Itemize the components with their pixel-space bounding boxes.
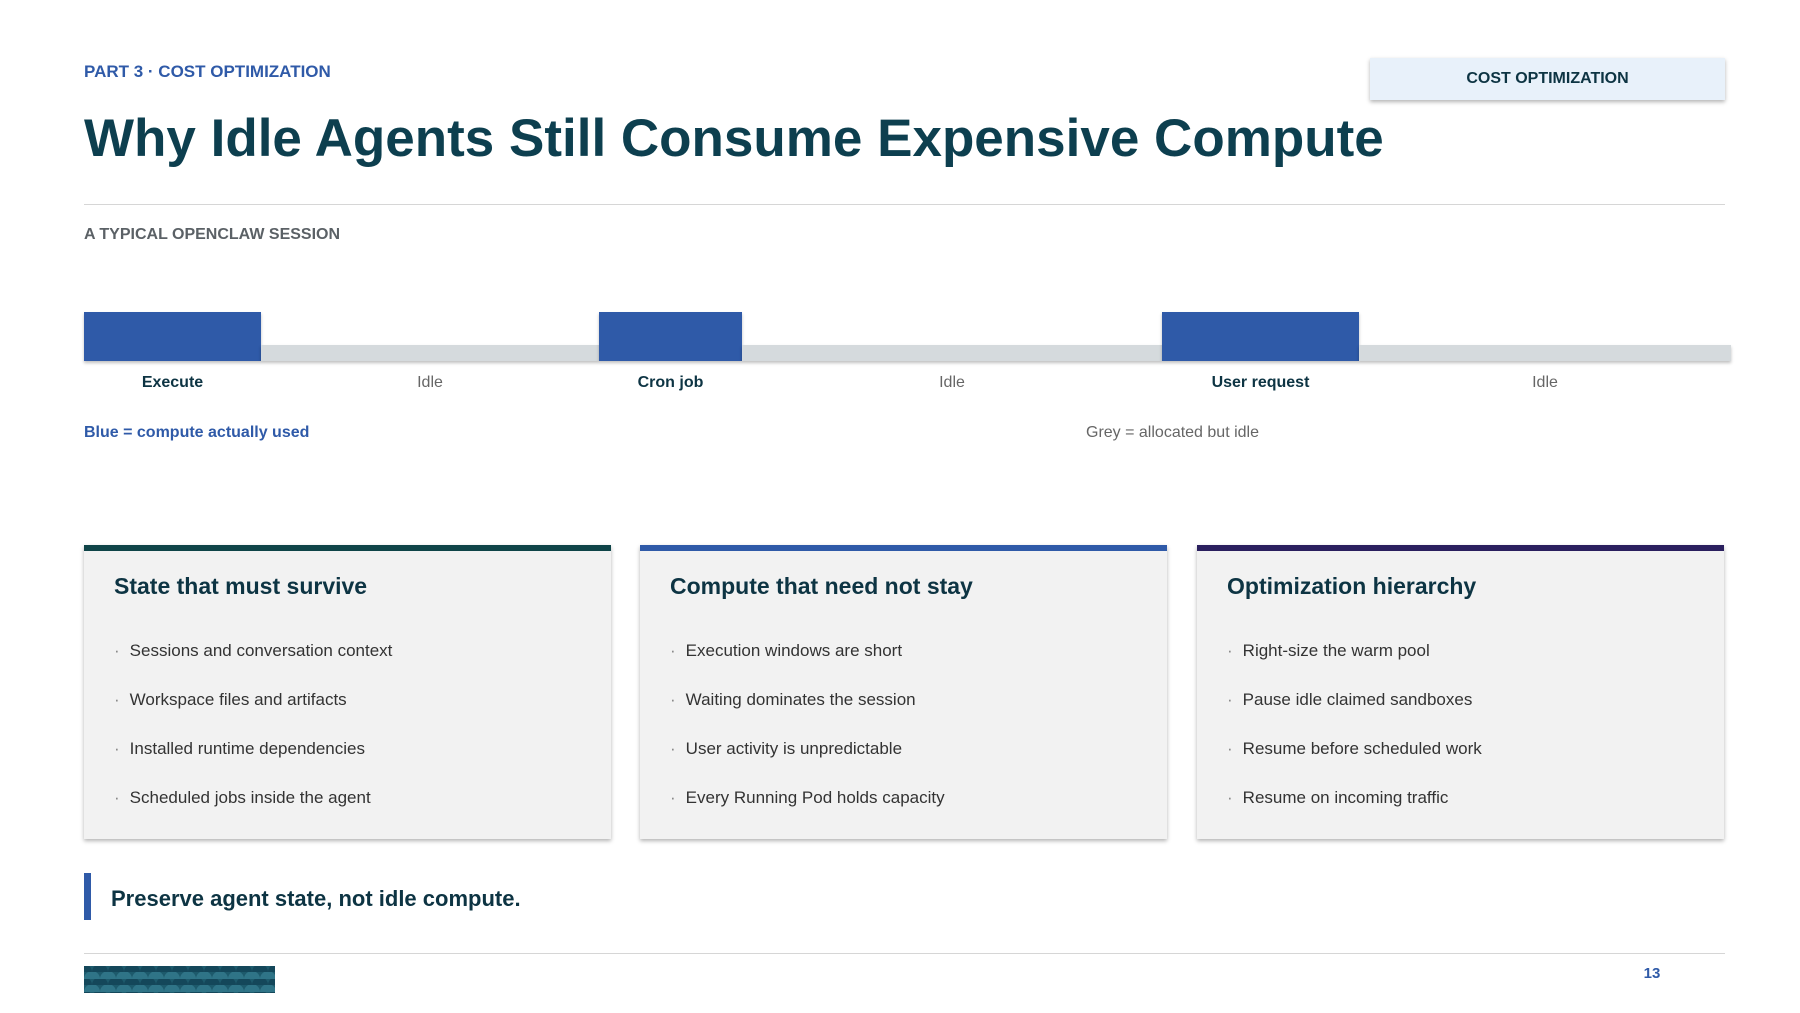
card-item: Right-size the warm pool xyxy=(1227,641,1430,661)
segment-label: Idle xyxy=(417,374,443,391)
segment-label: User request xyxy=(1211,374,1310,391)
footer-pattern xyxy=(84,966,275,993)
idle-segment xyxy=(1359,345,1731,361)
card-item: Scheduled jobs inside the agent xyxy=(114,788,371,808)
segment-label: Idle xyxy=(939,374,965,391)
idle-segment xyxy=(261,345,599,361)
takeaway: Preserve agent state, not idle compute. xyxy=(111,886,521,911)
card: Compute that need not stay Execution wind… xyxy=(640,545,1167,839)
section-label: A TYPICAL OPENCLAW SESSION xyxy=(84,226,341,243)
card-item: Waiting dominates the session xyxy=(670,690,916,710)
card-item: Every Running Pod holds capacity xyxy=(670,788,945,808)
card: State that must survive Sessions and conv… xyxy=(84,545,611,839)
card-title: Compute that need not stay xyxy=(670,573,973,599)
card-item: Resume before scheduled work xyxy=(1227,739,1482,759)
quote-bar xyxy=(84,873,91,920)
active-segment xyxy=(599,312,742,361)
card-item: Sessions and conversation context xyxy=(114,641,393,661)
card: Optimization hierarchy Right-size the war… xyxy=(1197,545,1724,839)
card-item: Workspace files and artifacts xyxy=(114,690,347,710)
segment-label: Idle xyxy=(1532,374,1558,391)
segment-label: Execute xyxy=(141,374,204,391)
segment-label: Cron job xyxy=(637,374,704,391)
active-segment xyxy=(1162,312,1359,361)
footer-divider xyxy=(84,953,1725,954)
slide-title: Why Idle Agents Still Consume Expensive … xyxy=(84,109,1384,168)
card-item: Pause idle claimed sandboxes xyxy=(1227,690,1473,710)
divider xyxy=(84,204,1725,205)
card-title: State that must survive xyxy=(114,573,368,599)
card-item: Resume on incoming traffic xyxy=(1227,788,1449,808)
legend-idle: Grey = allocated but idle xyxy=(1086,424,1259,441)
eyebrow: PART 3 · COST OPTIMIZATION xyxy=(84,62,331,81)
page-number: 13 xyxy=(1643,965,1661,982)
card-item: Installed runtime dependencies xyxy=(114,739,365,759)
section-badge: COST OPTIMIZATION xyxy=(1370,58,1725,100)
legend-used: Blue = compute actually used xyxy=(84,424,310,441)
card-item: User activity is unpredictable xyxy=(670,739,902,759)
active-segment xyxy=(84,312,261,361)
card-item: Execution windows are short xyxy=(670,641,902,661)
idle-segment xyxy=(742,345,1162,361)
card-title: Optimization hierarchy xyxy=(1227,573,1477,599)
